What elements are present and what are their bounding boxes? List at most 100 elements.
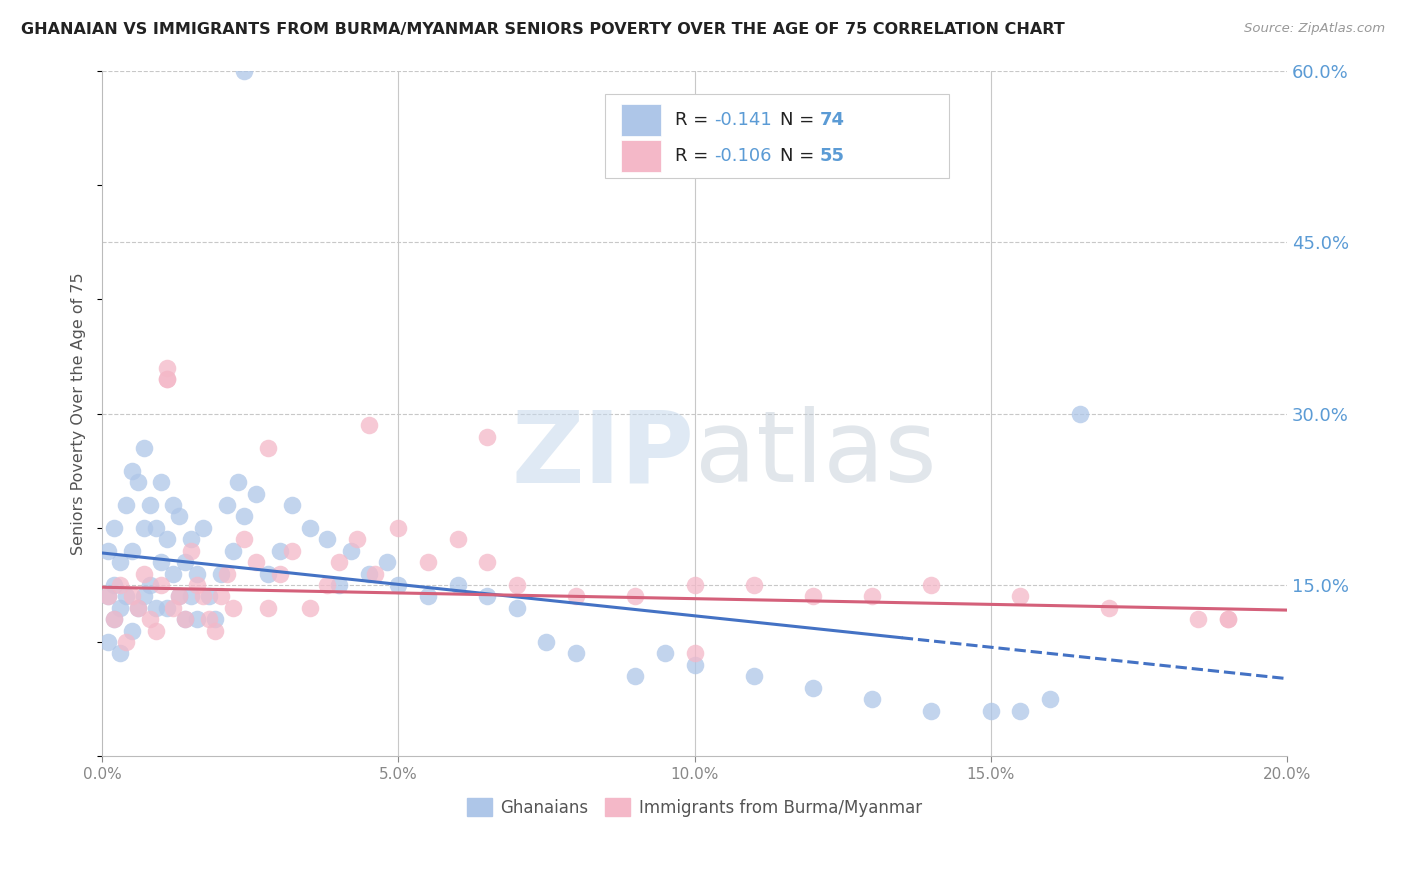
Ghanaians (115, 590, 138, 604)
Immigrants from Burma/Myanmar (346, 533, 368, 547)
Ghanaians (233, 509, 256, 524)
Ghanaians (860, 692, 883, 706)
Immigrants from Burma/Myanmar (269, 566, 291, 581)
Immigrants from Burma/Myanmar (477, 429, 499, 443)
Ghanaians (156, 533, 179, 547)
Ghanaians (121, 624, 143, 638)
Ghanaians (316, 533, 339, 547)
Immigrants from Burma/Myanmar (920, 578, 942, 592)
Ghanaians (132, 521, 155, 535)
Immigrants from Burma/Myanmar (233, 533, 256, 547)
Immigrants from Burma/Myanmar (1187, 612, 1209, 626)
Ghanaians (233, 64, 256, 78)
Immigrants from Burma/Myanmar (115, 635, 138, 649)
Immigrants from Burma/Myanmar (801, 590, 824, 604)
Ghanaians (97, 590, 120, 604)
Ghanaians (174, 555, 197, 569)
Ghanaians (97, 635, 120, 649)
Immigrants from Burma/Myanmar (742, 578, 765, 592)
Ghanaians (132, 441, 155, 455)
Immigrants from Burma/Myanmar (357, 418, 380, 433)
Ghanaians (477, 590, 499, 604)
Ghanaians (269, 543, 291, 558)
Ghanaians (108, 647, 131, 661)
Ghanaians (328, 578, 350, 592)
Ghanaians (103, 521, 125, 535)
Ghanaians (132, 590, 155, 604)
Ghanaians (115, 498, 138, 512)
Text: -0.141: -0.141 (714, 112, 772, 129)
Y-axis label: Seniors Poverty Over the Age of 75: Seniors Poverty Over the Age of 75 (72, 272, 86, 555)
Ghanaians (245, 486, 267, 500)
Immigrants from Burma/Myanmar (138, 612, 160, 626)
Immigrants from Burma/Myanmar (1216, 612, 1239, 626)
Immigrants from Burma/Myanmar (221, 600, 243, 615)
Ghanaians (387, 578, 409, 592)
Immigrants from Burma/Myanmar (174, 612, 197, 626)
Text: -0.106: -0.106 (714, 147, 772, 165)
Text: atlas: atlas (695, 406, 936, 503)
Ghanaians (103, 578, 125, 592)
Text: R =: R = (675, 112, 714, 129)
Immigrants from Burma/Myanmar (204, 624, 226, 638)
Immigrants from Burma/Myanmar (121, 590, 143, 604)
Immigrants from Burma/Myanmar (565, 590, 588, 604)
Legend: Ghanaians, Immigrants from Burma/Myanmar: Ghanaians, Immigrants from Burma/Myanmar (461, 792, 928, 823)
Immigrants from Burma/Myanmar (683, 578, 706, 592)
Ghanaians (121, 543, 143, 558)
Immigrants from Burma/Myanmar (127, 600, 149, 615)
Ghanaians (186, 566, 208, 581)
Immigrants from Burma/Myanmar (446, 533, 468, 547)
Immigrants from Burma/Myanmar (156, 372, 179, 386)
Ghanaians (536, 635, 558, 649)
Immigrants from Burma/Myanmar (257, 600, 280, 615)
Ghanaians (1010, 704, 1032, 718)
Immigrants from Burma/Myanmar (477, 555, 499, 569)
Text: Source: ZipAtlas.com: Source: ZipAtlas.com (1244, 22, 1385, 36)
Ghanaians (215, 498, 238, 512)
Ghanaians (127, 475, 149, 490)
Ghanaians (150, 555, 173, 569)
Immigrants from Burma/Myanmar (624, 590, 647, 604)
Ghanaians (683, 657, 706, 672)
Ghanaians (174, 612, 197, 626)
Immigrants from Burma/Myanmar (156, 361, 179, 376)
Immigrants from Burma/Myanmar (108, 578, 131, 592)
Immigrants from Burma/Myanmar (198, 612, 221, 626)
Ghanaians (375, 555, 398, 569)
Ghanaians (167, 509, 190, 524)
Ghanaians (221, 543, 243, 558)
Ghanaians (156, 600, 179, 615)
Immigrants from Burma/Myanmar (1098, 600, 1121, 615)
Ghanaians (108, 600, 131, 615)
Ghanaians (204, 612, 226, 626)
Ghanaians (186, 612, 208, 626)
Ghanaians (180, 533, 202, 547)
Immigrants from Burma/Myanmar (257, 441, 280, 455)
Text: N =: N = (780, 147, 820, 165)
Ghanaians (920, 704, 942, 718)
Ghanaians (281, 498, 304, 512)
Immigrants from Burma/Myanmar (860, 590, 883, 604)
Ghanaians (416, 590, 439, 604)
Ghanaians (198, 590, 221, 604)
Text: 74: 74 (820, 112, 845, 129)
Ghanaians (209, 566, 232, 581)
Ghanaians (167, 590, 190, 604)
Immigrants from Burma/Myanmar (1010, 590, 1032, 604)
Immigrants from Burma/Myanmar (180, 543, 202, 558)
Immigrants from Burma/Myanmar (209, 590, 232, 604)
Ghanaians (742, 669, 765, 683)
Ghanaians (340, 543, 363, 558)
Ghanaians (145, 600, 167, 615)
Ghanaians (191, 521, 214, 535)
Ghanaians (127, 600, 149, 615)
Ghanaians (228, 475, 250, 490)
Immigrants from Burma/Myanmar (132, 566, 155, 581)
Ghanaians (357, 566, 380, 581)
Ghanaians (138, 578, 160, 592)
Immigrants from Burma/Myanmar (1216, 612, 1239, 626)
Ghanaians (1069, 407, 1091, 421)
Ghanaians (150, 475, 173, 490)
Ghanaians (108, 555, 131, 569)
